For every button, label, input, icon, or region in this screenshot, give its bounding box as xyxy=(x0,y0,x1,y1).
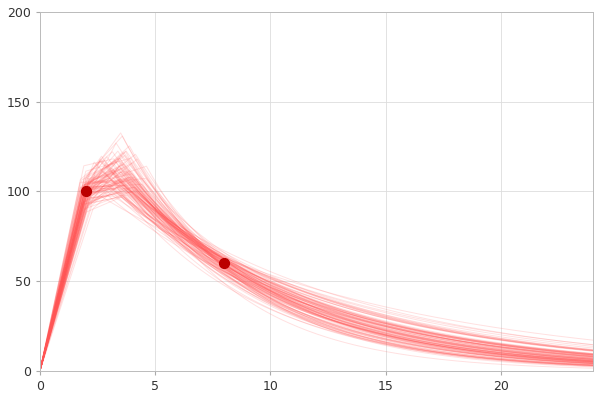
Point xyxy=(220,260,229,266)
Point xyxy=(81,188,91,195)
